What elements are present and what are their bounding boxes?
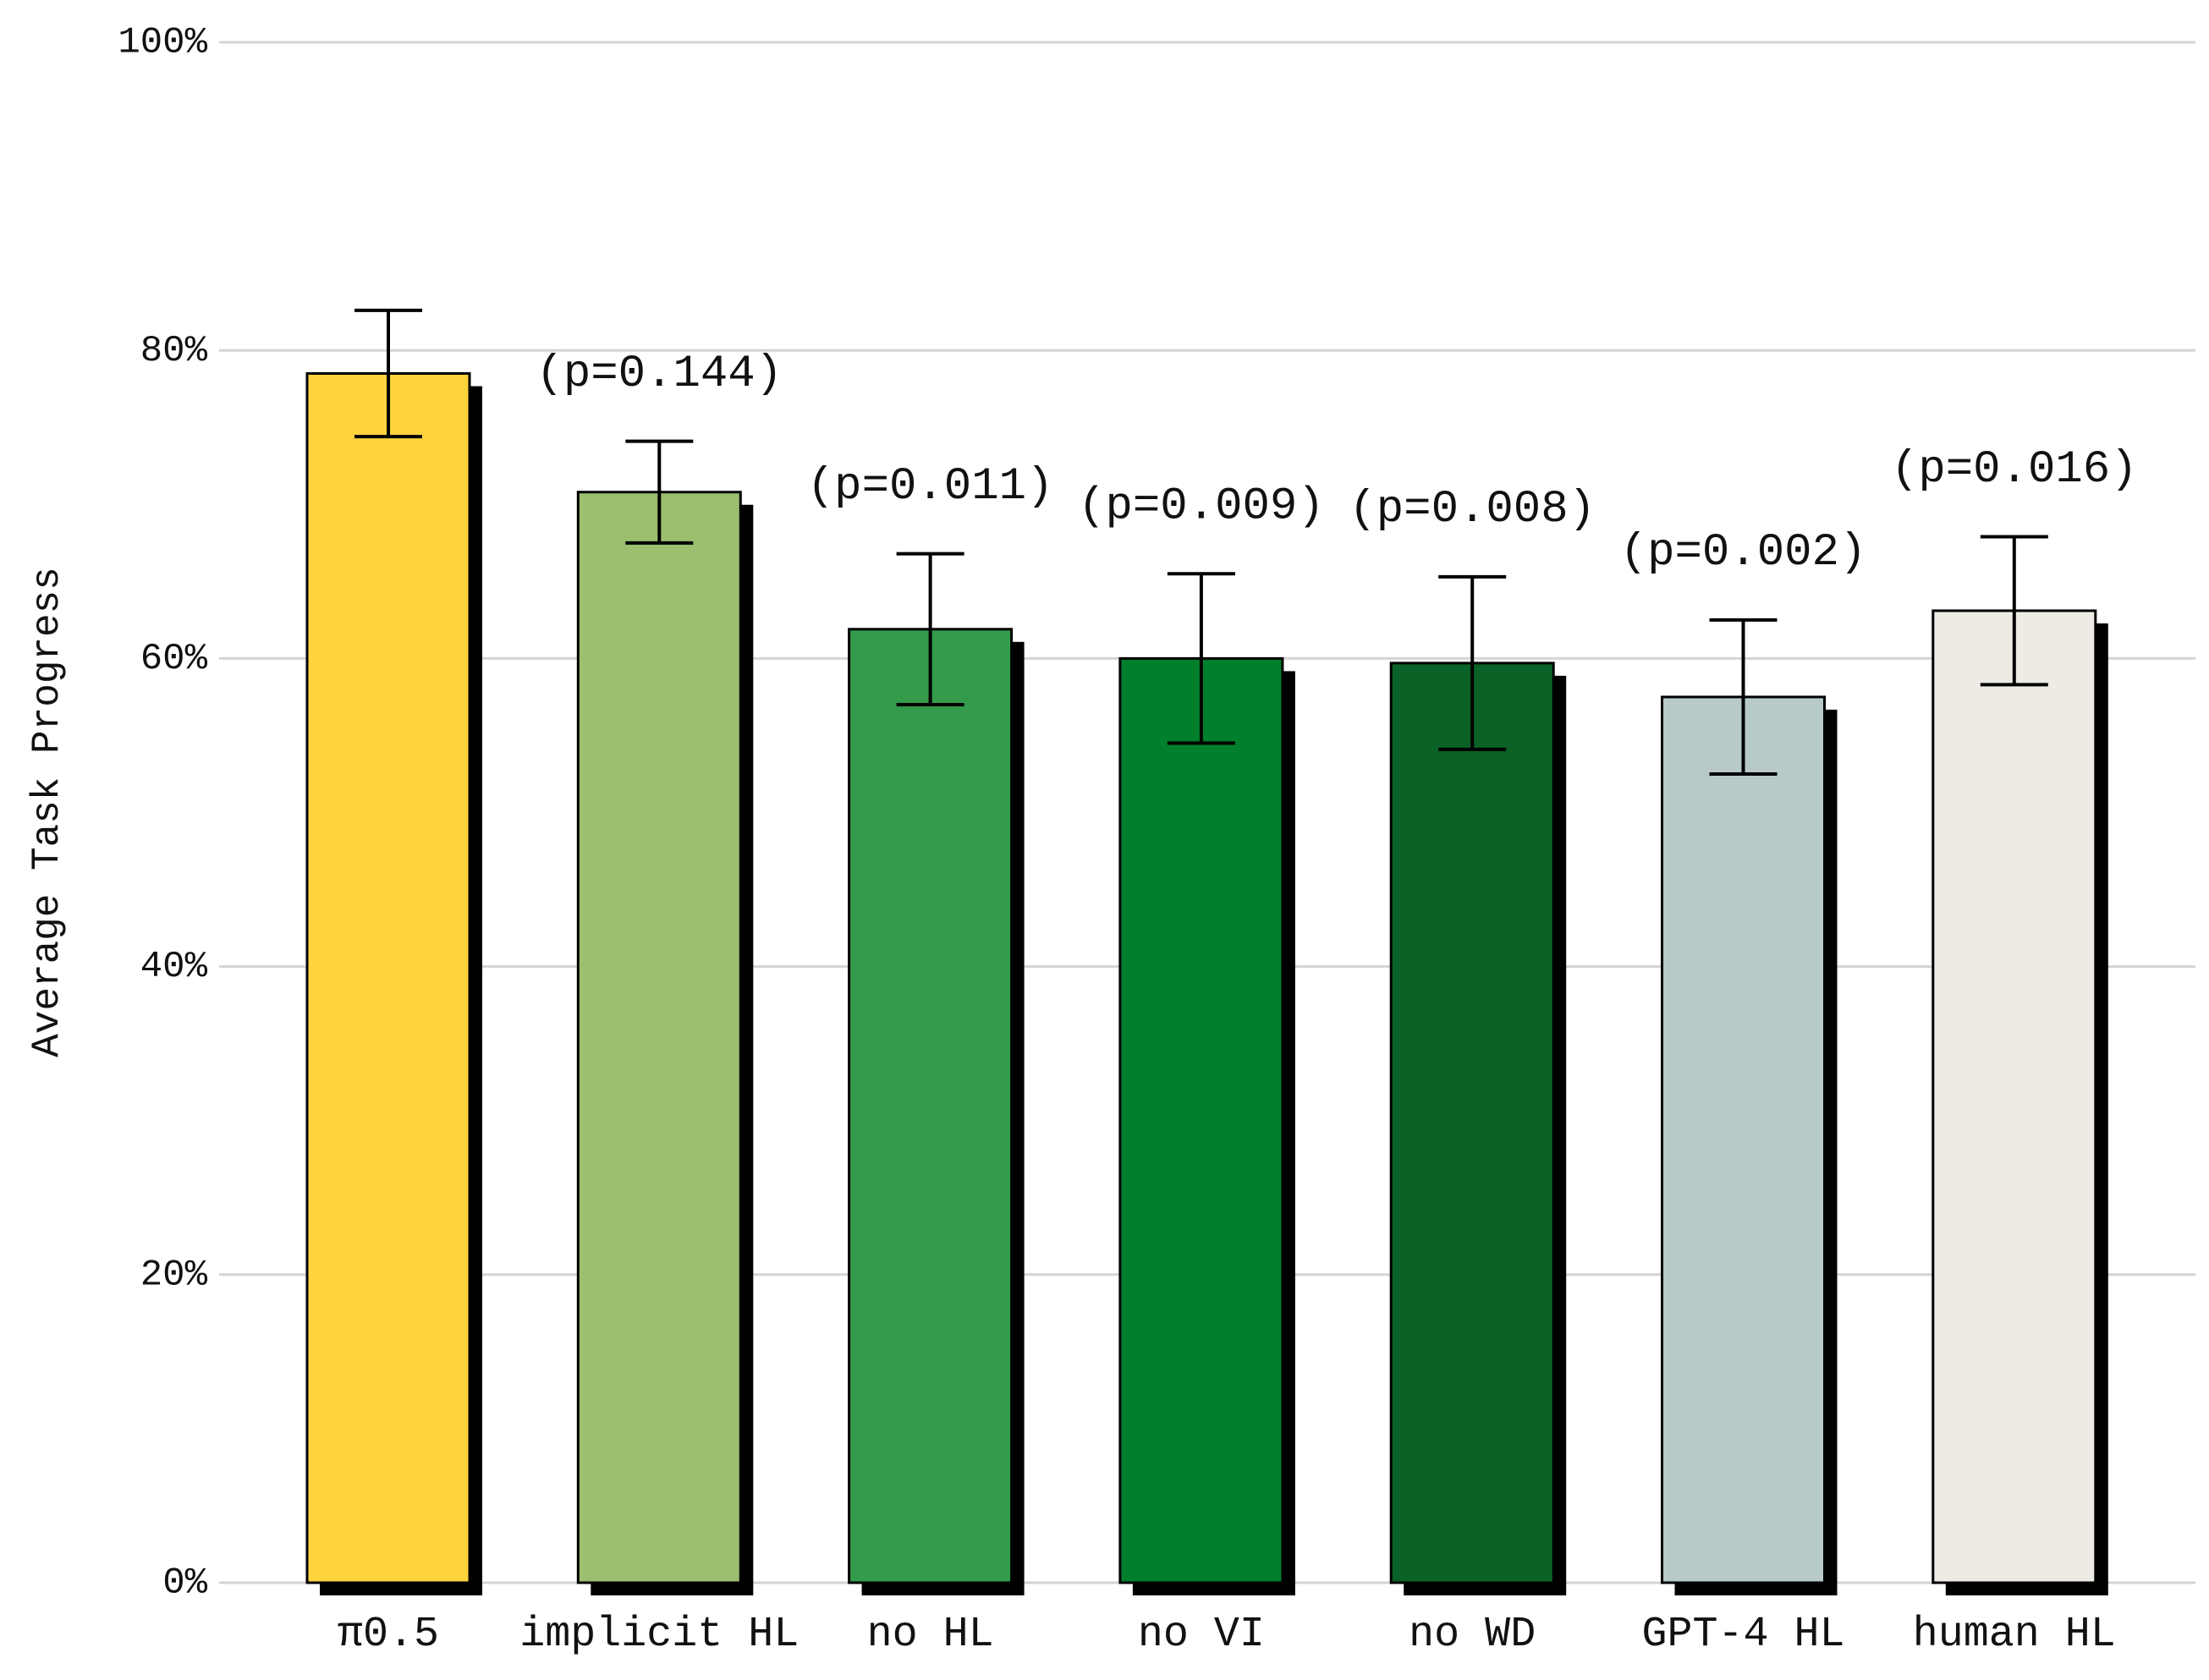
- error-bar: [1980, 535, 2048, 687]
- x-tick-label: no VI: [1138, 1611, 1265, 1659]
- bar: [305, 372, 471, 1584]
- x-tick-label: no WD: [1409, 1611, 1536, 1659]
- error-bar: [896, 552, 964, 707]
- error-bar: [1167, 572, 1235, 745]
- p-value-label: (p=0.008): [1349, 484, 1596, 535]
- error-bar: [625, 439, 694, 545]
- p-value-label: (p=0.016): [1891, 444, 2138, 496]
- x-tick-label: π0.5: [338, 1611, 439, 1659]
- bar: [576, 491, 742, 1584]
- y-tick-label: 20%: [140, 1254, 208, 1296]
- x-tick-label: no HL: [867, 1611, 994, 1659]
- p-value-label: (p=0.009): [1078, 481, 1325, 533]
- bar: [1389, 662, 1555, 1584]
- bar: [1118, 656, 1284, 1584]
- x-tick-label: human HL: [1913, 1611, 2116, 1659]
- p-value-label: (p=0.144): [536, 349, 783, 400]
- p-value-label: (p=0.011): [807, 461, 1054, 513]
- y-tick-label: 0%: [162, 1562, 207, 1605]
- bar: [1932, 609, 2097, 1584]
- y-tick-label: 60%: [140, 638, 208, 680]
- y-tick-label: 100%: [118, 22, 207, 64]
- error-bar: [1709, 618, 1778, 776]
- x-tick-label: implicit HL: [519, 1611, 799, 1659]
- x-tick-label: GPT-4 HL: [1641, 1611, 1844, 1659]
- bar: [1661, 695, 1826, 1584]
- y-axis-label: Average Task Progress: [25, 567, 69, 1057]
- error-bar: [1438, 574, 1507, 751]
- p-value-label: (p=0.002): [1620, 527, 1867, 579]
- y-tick-label: 80%: [140, 330, 208, 372]
- bar: [848, 628, 1014, 1584]
- y-tick-label: 40%: [140, 946, 208, 988]
- error-bar: [354, 308, 422, 439]
